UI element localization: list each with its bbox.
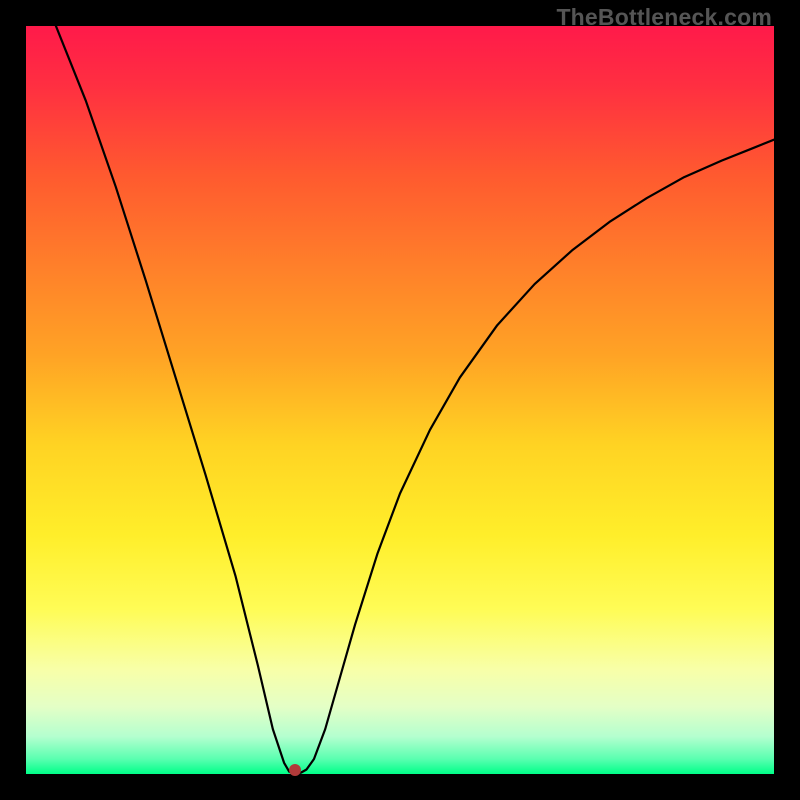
background-gradient — [26, 26, 774, 774]
plot-area — [26, 26, 774, 774]
watermark-text: TheBottleneck.com — [556, 4, 772, 31]
chart-frame: TheBottleneck.com — [0, 0, 800, 800]
